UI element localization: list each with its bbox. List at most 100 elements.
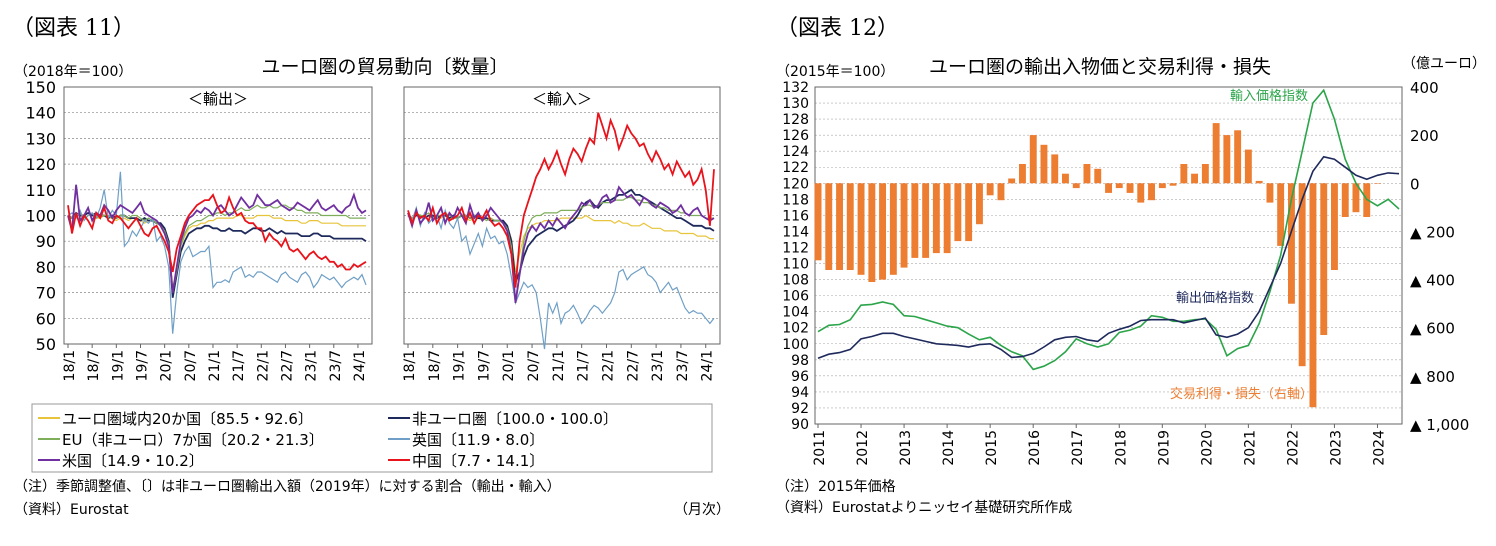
terms-bar xyxy=(1277,183,1285,246)
x-tick-label: 2022 xyxy=(1285,430,1301,466)
left-tick-label: 112 xyxy=(782,240,809,256)
left-tick-label: 90 xyxy=(791,417,809,433)
x-tick-label: 20/1 xyxy=(501,350,517,381)
left-tick-label: 114 xyxy=(782,224,809,240)
left-tick-label: 128 xyxy=(782,112,809,128)
x-tick-label: 2017 xyxy=(1070,430,1086,466)
x-tick-label: 2021 xyxy=(1242,430,1258,466)
y-tick-label: 90 xyxy=(36,232,56,251)
left-tick-label: 132 xyxy=(782,80,809,96)
terms-of-trade-label: 交易利得・損失（右軸） xyxy=(1170,386,1313,402)
terms-bar xyxy=(1191,173,1198,184)
y-tick-label: 70 xyxy=(36,284,56,303)
legend-label: EU（非ユーロ）7か国〔20.2・21.3〕 xyxy=(62,431,324,449)
terms-bar xyxy=(1352,183,1360,213)
terms-bar xyxy=(1158,183,1166,189)
series-line xyxy=(407,205,715,350)
figure-11: （図表 11） ユーロ圏の貿易動向〔数量〕 （2018年＝100） 50 60 70… xyxy=(12,16,730,518)
left-tick-label: 126 xyxy=(782,128,809,144)
terms-bar xyxy=(1137,183,1145,203)
y-tick-label: 130 xyxy=(25,129,56,148)
series-line xyxy=(67,214,366,288)
terms-bar xyxy=(836,183,843,270)
figure-11-period-note: （月次） xyxy=(674,502,730,518)
left-tick-label: 94 xyxy=(791,385,809,401)
y-tick-label: 100 xyxy=(25,207,56,226)
x-tick-label: 19/7 xyxy=(476,350,492,381)
series-line xyxy=(407,188,715,283)
export-price-label: 輸出価格指数 xyxy=(1176,290,1254,306)
left-tick-label: 102 xyxy=(782,321,809,337)
panel-title: ＜輸入＞ xyxy=(532,90,592,108)
terms-bar xyxy=(1320,183,1328,335)
plot-frame xyxy=(403,86,721,345)
terms-bar xyxy=(1083,164,1091,184)
series-line xyxy=(67,193,367,273)
left-tick-label: 124 xyxy=(782,144,809,160)
series-line xyxy=(407,112,715,288)
terms-bar xyxy=(1288,183,1295,304)
x-tick-label: 2020 xyxy=(1199,430,1215,466)
x-tick-label: 18/1 xyxy=(62,350,78,381)
figure-11-title: ユーロ圏の貿易動向〔数量〕 xyxy=(261,56,508,78)
terms-bar xyxy=(1374,183,1381,184)
x-tick-label: 21/7 xyxy=(576,350,592,381)
x-tick-label: 2013 xyxy=(898,430,914,466)
left-tick-label: 120 xyxy=(782,176,809,192)
terms-bar xyxy=(1223,135,1231,184)
left-tick-label: 96 xyxy=(791,369,809,385)
series-line xyxy=(407,185,715,304)
terms-bar xyxy=(900,183,908,268)
right-tick-label: ▲ 1,000 xyxy=(1410,416,1469,434)
figure-12-left-unit: （2015年＝100） xyxy=(776,64,894,80)
x-tick-label: 23/1 xyxy=(304,350,320,381)
terms-bar xyxy=(1072,183,1080,189)
terms-bar xyxy=(1341,183,1349,217)
terms-bar xyxy=(911,183,919,258)
terms-bar xyxy=(1019,164,1026,184)
x-tick-label: 24/1 xyxy=(700,350,716,381)
terms-bar xyxy=(922,183,930,258)
y-tick-label: 120 xyxy=(25,155,56,174)
left-tick-label: 104 xyxy=(782,305,809,321)
terms-bar xyxy=(1008,178,1016,184)
x-tick-label: 22/7 xyxy=(279,350,295,381)
left-tick-label: 130 xyxy=(782,96,809,112)
terms-bar xyxy=(1255,180,1263,184)
x-tick-label: 22/1 xyxy=(600,350,616,381)
figure-12-note: （注）2015年価格 xyxy=(776,479,896,495)
x-tick-label: 23/7 xyxy=(675,350,691,381)
terms-bar xyxy=(932,183,940,254)
terms-bar xyxy=(889,183,897,275)
terms-bar xyxy=(846,183,854,270)
series-line xyxy=(67,184,367,293)
series-line xyxy=(407,196,714,301)
x-tick-label: 2019 xyxy=(1156,430,1172,466)
terms-bar xyxy=(1212,123,1220,184)
terms-bar xyxy=(879,183,886,280)
x-tick-label: 18/7 xyxy=(86,350,102,381)
terms-bar xyxy=(1331,183,1338,270)
y-tick-label: 110 xyxy=(25,181,56,200)
terms-bar xyxy=(954,183,962,242)
terms-bar xyxy=(1180,164,1188,184)
legend-label: 英国〔11.9・8.0〕 xyxy=(412,431,544,449)
figure-11-source: （資料）Eurostat xyxy=(14,502,129,518)
series-line xyxy=(67,211,367,298)
x-tick-label: 2014 xyxy=(941,430,957,466)
right-tick-label: 400 xyxy=(1410,79,1439,97)
x-tick-label: 18/7 xyxy=(427,350,443,381)
figure-12-right-unit: （億ユーロ） xyxy=(1402,56,1486,72)
terms-bar xyxy=(1234,130,1242,184)
terms-bar xyxy=(1115,183,1123,189)
export-price-line xyxy=(817,155,1400,359)
x-tick-label: 2011 xyxy=(812,430,828,466)
y-tick-label: 150 xyxy=(25,78,56,97)
figure-11-label: （図表 11） xyxy=(12,16,135,41)
figure-12-label: （図表 12） xyxy=(776,16,899,41)
plot-frame xyxy=(63,86,373,345)
import-panel: ＜輸入＞ 18/1 18/7 19/1 19/7 20/1 20/7 21/1 21/7 22/1… xyxy=(402,86,721,381)
x-tick-label: 2018 xyxy=(1113,430,1129,466)
right-tick-label: ▲ 200 xyxy=(1410,223,1455,241)
legend-label: 米国〔14.9・10.2〕 xyxy=(62,452,204,470)
